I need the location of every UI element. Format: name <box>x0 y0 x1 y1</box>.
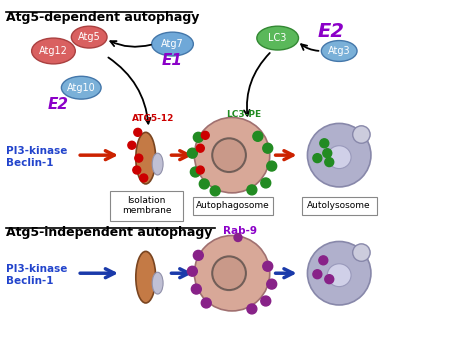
Circle shape <box>313 154 322 163</box>
FancyBboxPatch shape <box>302 197 377 215</box>
Text: E2: E2 <box>48 97 69 112</box>
Circle shape <box>313 270 322 279</box>
Ellipse shape <box>152 153 163 175</box>
Circle shape <box>267 279 277 289</box>
Circle shape <box>193 250 203 260</box>
Circle shape <box>247 185 257 195</box>
Text: Atg12: Atg12 <box>39 46 68 56</box>
Text: E2: E2 <box>318 22 345 41</box>
Circle shape <box>133 166 141 174</box>
Circle shape <box>267 161 277 171</box>
Ellipse shape <box>194 118 270 193</box>
Text: Beclin-1: Beclin-1 <box>6 158 54 168</box>
Ellipse shape <box>136 132 155 184</box>
Circle shape <box>319 256 328 265</box>
Circle shape <box>323 149 332 158</box>
Circle shape <box>201 298 211 308</box>
Ellipse shape <box>308 124 371 187</box>
Text: Isolation
membrane: Isolation membrane <box>122 196 172 216</box>
Circle shape <box>135 154 143 162</box>
Text: Atg7: Atg7 <box>161 39 184 49</box>
Circle shape <box>140 174 148 182</box>
Text: ATG5-12: ATG5-12 <box>131 114 174 123</box>
FancyBboxPatch shape <box>110 191 183 221</box>
Circle shape <box>187 266 197 276</box>
Circle shape <box>261 296 271 306</box>
Ellipse shape <box>308 241 371 305</box>
Text: LC3-PE: LC3-PE <box>227 110 262 119</box>
Circle shape <box>201 131 209 139</box>
Ellipse shape <box>257 26 299 50</box>
Ellipse shape <box>353 244 370 261</box>
Ellipse shape <box>152 32 193 56</box>
Text: Atg5-independent autophagy: Atg5-independent autophagy <box>6 226 212 239</box>
Circle shape <box>191 167 201 177</box>
Ellipse shape <box>194 236 270 311</box>
Circle shape <box>320 139 329 148</box>
Circle shape <box>191 284 201 294</box>
Text: Atg10: Atg10 <box>67 83 96 93</box>
Text: PI3-kinase: PI3-kinase <box>6 146 67 156</box>
Text: LC3: LC3 <box>268 33 287 43</box>
Text: PI3-kinase: PI3-kinase <box>6 264 67 274</box>
Ellipse shape <box>136 251 155 303</box>
Circle shape <box>210 186 220 196</box>
FancyBboxPatch shape <box>193 197 273 215</box>
Text: Atg5-dependent autophagy: Atg5-dependent autophagy <box>6 11 199 24</box>
Ellipse shape <box>353 126 370 143</box>
Ellipse shape <box>32 38 75 64</box>
Ellipse shape <box>212 256 246 290</box>
Circle shape <box>187 148 197 158</box>
Text: Beclin-1: Beclin-1 <box>6 276 54 286</box>
Circle shape <box>134 128 142 136</box>
Circle shape <box>196 166 204 174</box>
Circle shape <box>199 179 209 189</box>
Ellipse shape <box>321 41 357 61</box>
Ellipse shape <box>152 272 163 294</box>
Circle shape <box>261 178 271 188</box>
Ellipse shape <box>71 26 107 48</box>
Ellipse shape <box>327 264 351 287</box>
Text: E1: E1 <box>162 53 183 68</box>
Circle shape <box>193 132 203 142</box>
Text: Autolysosome: Autolysosome <box>307 201 371 210</box>
Ellipse shape <box>62 76 101 99</box>
Text: Atg3: Atg3 <box>328 46 350 56</box>
Circle shape <box>128 141 136 149</box>
Circle shape <box>263 261 273 271</box>
Circle shape <box>247 304 257 314</box>
Ellipse shape <box>327 146 351 168</box>
Circle shape <box>253 131 263 141</box>
Text: Autophagosome: Autophagosome <box>196 201 270 210</box>
Text: Rab-9: Rab-9 <box>223 226 257 236</box>
Circle shape <box>263 143 273 153</box>
Ellipse shape <box>212 138 246 172</box>
Circle shape <box>234 233 242 241</box>
Text: Atg5: Atg5 <box>78 32 100 42</box>
Circle shape <box>325 158 334 167</box>
Circle shape <box>196 144 204 152</box>
Circle shape <box>325 275 334 284</box>
